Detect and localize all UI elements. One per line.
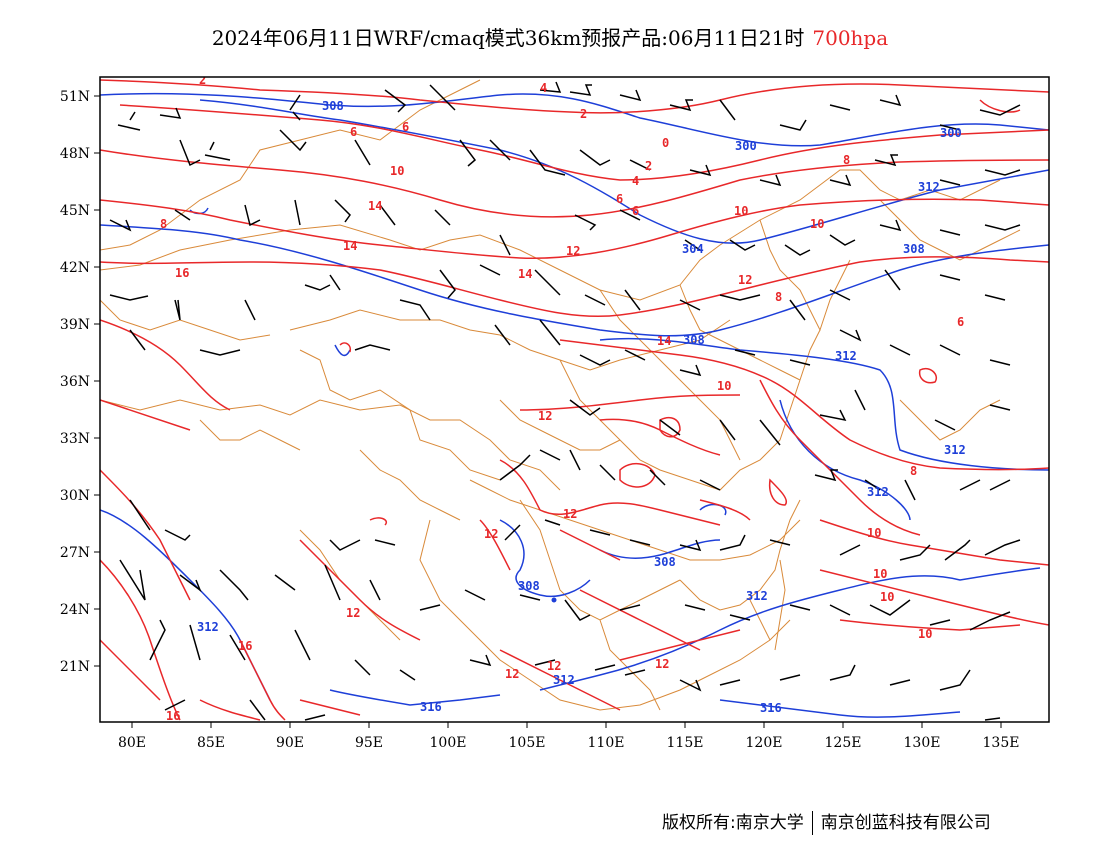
svg-text:8: 8 — [910, 464, 917, 478]
svg-text:12: 12 — [538, 409, 552, 423]
svg-text:6: 6 — [402, 120, 409, 134]
svg-text:312: 312 — [835, 349, 857, 363]
svg-text:10: 10 — [734, 204, 748, 218]
svg-text:312: 312 — [746, 589, 768, 603]
copyright-owner: 版权所有:南京大学 — [662, 813, 804, 833]
temperature-contours — [100, 79, 1049, 721]
svg-text:36N: 36N — [60, 374, 90, 390]
svg-text:308: 308 — [683, 333, 705, 347]
svg-text:110E: 110E — [588, 735, 625, 751]
svg-text:48N: 48N — [60, 146, 90, 162]
svg-text:10: 10 — [867, 526, 881, 540]
svg-text:125E: 125E — [825, 735, 862, 751]
svg-text:300: 300 — [735, 139, 757, 153]
svg-text:308: 308 — [322, 99, 344, 113]
svg-text:12: 12 — [484, 527, 498, 541]
svg-text:12: 12 — [563, 507, 577, 521]
svg-text:120E: 120E — [746, 735, 783, 751]
longitude-axis — [131, 722, 1002, 728]
svg-text:12: 12 — [547, 659, 561, 673]
svg-text:0: 0 — [662, 136, 669, 150]
svg-text:14: 14 — [518, 267, 532, 281]
svg-text:10: 10 — [810, 217, 824, 231]
title-level: 700hpa — [812, 26, 889, 50]
svg-text:8: 8 — [843, 153, 850, 167]
geopotential-contours — [100, 92, 1049, 718]
svg-text:10: 10 — [918, 627, 932, 641]
svg-text:10: 10 — [873, 567, 887, 581]
svg-text:21N: 21N — [60, 659, 90, 675]
svg-text:130E: 130E — [904, 735, 941, 751]
svg-text:2: 2 — [645, 159, 652, 173]
extra-blue-labels: 316 — [760, 701, 782, 715]
svg-text:308: 308 — [518, 579, 540, 593]
svg-text:85E: 85E — [197, 735, 225, 751]
svg-text:27N: 27N — [60, 545, 90, 561]
svg-text:312: 312 — [553, 673, 575, 687]
svg-text:6: 6 — [632, 204, 639, 218]
svg-text:80E: 80E — [118, 735, 146, 751]
wind-barbs — [109, 81, 1021, 721]
svg-text:2: 2 — [199, 73, 206, 87]
svg-text:115E: 115E — [667, 735, 704, 751]
svg-text:90E: 90E — [276, 735, 304, 751]
latitude-axis — [94, 95, 100, 667]
map-title: 2024年06月11日WRF/cmaq模式36km预报产品:06月11日21时 7… — [0, 22, 1100, 51]
title-main: 2024年06月11日WRF/cmaq模式36km预报产品:06月11日21时 — [211, 26, 805, 50]
svg-text:316: 316 — [760, 701, 782, 715]
svg-text:12: 12 — [346, 606, 360, 620]
svg-text:312: 312 — [918, 180, 940, 194]
svg-text:312: 312 — [944, 443, 966, 457]
copyright-company: 南京创蓝科技有限公司 — [820, 813, 991, 833]
svg-text:95E: 95E — [355, 735, 383, 751]
svg-text:4: 4 — [632, 174, 639, 188]
svg-text:6: 6 — [957, 315, 964, 329]
svg-text:135E: 135E — [983, 735, 1020, 751]
svg-text:105E: 105E — [509, 735, 546, 751]
svg-text:12: 12 — [505, 667, 519, 681]
svg-text:8: 8 — [775, 290, 782, 304]
svg-text:12: 12 — [566, 244, 580, 258]
svg-text:316: 316 — [420, 700, 442, 714]
svg-text:39N: 39N — [60, 317, 90, 333]
svg-text:100E: 100E — [430, 735, 467, 751]
svg-text:300: 300 — [940, 126, 962, 140]
svg-text:312: 312 — [867, 485, 889, 499]
svg-text:30N: 30N — [60, 488, 90, 504]
svg-text:2: 2 — [580, 107, 587, 121]
svg-text:12: 12 — [655, 657, 669, 671]
svg-text:8: 8 — [160, 217, 167, 231]
latitude-labels: 51N 48N 45N 42N 39N 36N 33N 30N 27N 24N … — [60, 89, 90, 675]
svg-text:10: 10 — [717, 379, 731, 393]
longitude-labels: 80E 85E 90E 95E 100E 105E 110E 115E 120E… — [118, 735, 1020, 751]
geopotential-labels: 308 300 300 312 304 308 308 312 312 312 … — [197, 99, 966, 714]
svg-text:14: 14 — [368, 199, 382, 213]
svg-text:51N: 51N — [60, 89, 90, 105]
svg-text:10: 10 — [880, 590, 894, 604]
svg-text:4: 4 — [540, 81, 547, 95]
copyright-footer: 版权所有:南京大学 南京创蓝科技有限公司 — [662, 808, 991, 835]
svg-text:42N: 42N — [60, 260, 90, 276]
svg-text:10: 10 — [390, 164, 404, 178]
footer-divider — [811, 811, 813, 835]
svg-text:14: 14 — [657, 334, 671, 348]
svg-text:16: 16 — [238, 639, 252, 653]
svg-text:45N: 45N — [60, 203, 90, 219]
svg-text:308: 308 — [903, 242, 925, 256]
svg-text:16: 16 — [166, 709, 180, 723]
svg-text:16: 16 — [175, 266, 189, 280]
svg-text:14: 14 — [343, 239, 357, 253]
temperature-labels: 2 4 2 0 4 2 6 6 8 10 10 6 10 6 14 12 14 … — [160, 73, 964, 723]
svg-text:33N: 33N — [60, 431, 90, 447]
svg-text:24N: 24N — [60, 602, 90, 618]
svg-text:6: 6 — [350, 125, 357, 139]
svg-text:6: 6 — [616, 192, 623, 206]
svg-text:308: 308 — [654, 555, 676, 569]
svg-text:312: 312 — [197, 620, 219, 634]
svg-text:304: 304 — [682, 242, 704, 256]
plot-frame — [99, 76, 1050, 723]
svg-text:12: 12 — [738, 273, 752, 287]
